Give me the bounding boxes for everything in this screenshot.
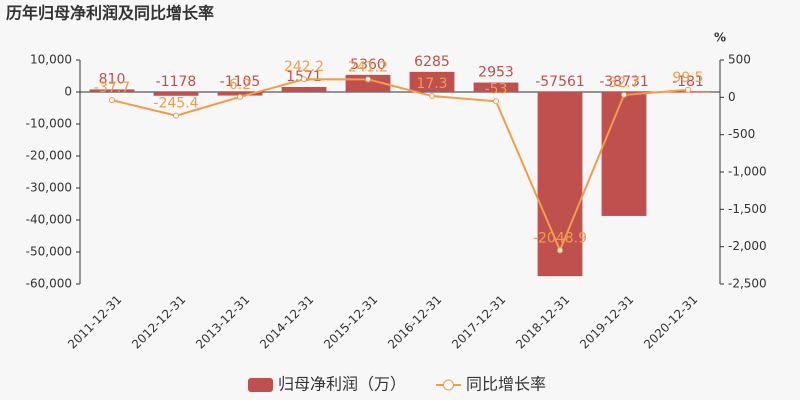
bar-value-label: 2953 [478,65,514,81]
bar [89,89,135,92]
y2-tick-label: 0 [728,90,736,104]
x-tick-label: 2014-12-31 [257,292,316,351]
line-point [365,76,371,83]
x-tick-label: 2020-12-31 [641,292,700,351]
legend-swatch [248,378,273,392]
line-value-label: -37.7 [94,80,130,96]
bar-value-label: 6285 [414,54,450,70]
bar-value-label: -1105 [220,74,261,90]
line-value-label: -245.4 [153,96,198,112]
x-tick-label: 2013-12-31 [193,292,252,351]
y2-unit: % [714,31,726,45]
bar-value-label: 5360 [350,57,386,73]
bar-value-label: -1178 [156,74,197,90]
y2-tick-label: -2,500 [728,277,767,291]
line-point [685,86,691,93]
x-tick-label: 2012-12-31 [129,292,188,351]
line-value-label: 242.2 [284,59,324,75]
line-value-label: -2048.9 [533,230,587,246]
line-value-label: 32.7 [608,75,639,91]
y-tick-label: -30,000 [26,181,72,195]
bar [537,92,583,277]
y2-tick-label: -1,000 [728,165,767,179]
line-value-label: 241.2 [348,59,388,75]
x-tick-label: 2019-12-31 [577,292,636,351]
line-point [621,91,627,98]
x-tick-label: 2018-12-31 [513,292,572,351]
legend-label: 归母净利润（万） [278,375,406,394]
bar [601,92,647,216]
bar-value-label: -38731 [599,74,649,90]
y2-tick-label: -2,000 [728,239,767,253]
line [111,78,689,253]
x-tick-label: 2017-12-31 [449,292,508,351]
legend-swatch [443,379,455,391]
line-point [301,76,307,83]
line-point [429,93,435,100]
x-tick-label: 2011-12-31 [65,292,124,351]
y-tick-label: -60,000 [26,277,72,291]
y-tick-label: -10,000 [26,117,72,131]
x-tick-label: 2015-12-31 [321,292,380,351]
line-point [493,98,499,105]
y2-tick-label: -1,500 [728,202,767,216]
y-tick-label: -20,000 [26,149,72,163]
y-tick-label: -40,000 [26,213,72,227]
line-value-label: 17.3 [416,76,447,92]
bar [409,71,455,92]
legend-label: 同比增长率 [466,375,546,394]
x-tick-label: 2016-12-31 [385,292,444,351]
y2-tick-label: 500 [728,53,751,67]
line-value-label: 99.5 [672,70,703,86]
y-tick-label: 10,000 [30,53,72,67]
bar [217,92,263,96]
bar [153,92,199,96]
bar [281,86,327,92]
y-tick-label: 0 [64,85,72,99]
bar [473,82,519,92]
y-tick-label: -50,000 [26,245,72,259]
chart-title: 历年归母净利润及同比增长率 [6,4,214,23]
line-point [237,93,243,100]
line-point [173,112,179,119]
line-value-label: 6.2 [229,77,251,93]
bar-value-label: -57561 [535,74,585,90]
line-point [557,247,563,254]
bar-value-label: -181 [672,74,704,90]
bar-value-label: 810 [99,71,126,87]
y2-tick-label: -500 [728,127,755,141]
line-value-label: -53 [485,81,508,97]
line-point [109,97,115,104]
